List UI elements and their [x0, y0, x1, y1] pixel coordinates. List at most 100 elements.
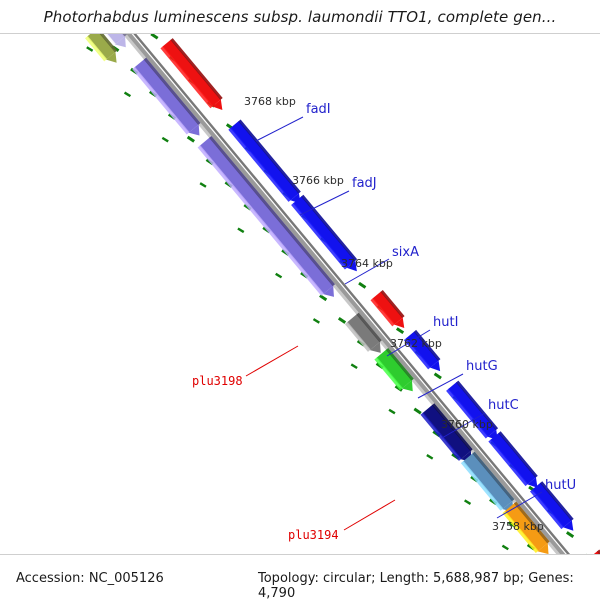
gene-label-fadI[interactable]: fadI — [306, 102, 331, 117]
gene-fadL-purple[interactable] — [132, 57, 201, 136]
gene-highlight — [102, 34, 116, 47]
gene-shadow — [99, 34, 118, 53]
gene-highlight — [488, 439, 529, 487]
gene-shadow — [472, 451, 515, 502]
gene-plu3198-red[interactable] — [370, 289, 405, 329]
sequence-graphic-panel[interactable]: 3768 kbp 3766 kbp 3764 kbp 3762 kbp 3760 kbp… — [0, 34, 600, 554]
gene-label-sixA[interactable]: sixA — [392, 245, 419, 260]
gene-body[interactable] — [462, 453, 513, 510]
gene-fadJ-segment2[interactable] — [291, 194, 358, 272]
footer-divider — [0, 554, 600, 555]
gene-body[interactable] — [448, 382, 497, 437]
gene-arrow-cap[interactable] — [394, 317, 405, 329]
gene-shadow — [209, 136, 336, 287]
gene-sixA[interactable] — [374, 347, 414, 392]
label-leader-line — [344, 258, 390, 285]
gene-arrow-cap[interactable] — [188, 124, 200, 136]
unlabeled-gene-lavender[interactable] — [91, 34, 127, 48]
gene-highlight — [374, 357, 403, 391]
gene-body[interactable] — [376, 349, 412, 389]
gene-plu3194[interactable] — [587, 549, 600, 554]
viewer-header: Photorhabdus luminescens subsp. laumondi… — [0, 0, 600, 34]
gene-body[interactable] — [134, 59, 199, 133]
gene-body[interactable] — [162, 39, 221, 107]
trna-tick — [161, 136, 169, 143]
gene-arrow-cap[interactable] — [401, 380, 413, 392]
gene-body[interactable] — [230, 121, 299, 201]
trna-tick — [186, 135, 195, 143]
unlabeled-gene-olive[interactable] — [85, 34, 118, 63]
accession-text: Accession: NC_005126 — [16, 571, 164, 586]
label-leader-layer — [245, 116, 543, 531]
gene-highlight — [132, 66, 190, 135]
gene-label-hutU[interactable]: hutU — [545, 478, 577, 493]
gene-sixA-neighbor[interactable] — [403, 329, 441, 372]
gene-arrow-cap[interactable] — [212, 99, 223, 110]
gene-highlight — [529, 489, 565, 530]
page-title: Photorhabdus luminescens subsp. laumondi… — [43, 8, 557, 26]
gene-label-hutC[interactable]: hutC — [488, 398, 519, 413]
gene-body[interactable] — [422, 404, 471, 460]
locus-label-plu3194[interactable]: plu3194 — [288, 528, 339, 542]
gene-highlight — [228, 127, 292, 202]
gene-body[interactable] — [531, 482, 572, 528]
gene-arrow-cap[interactable] — [346, 260, 357, 272]
label-leader-line — [441, 412, 486, 439]
gene-highlight — [502, 510, 539, 554]
gene-shadow — [122, 34, 127, 37]
gene-label-hutG[interactable]: hutG — [466, 359, 498, 374]
gene-fadJ[interactable] — [228, 119, 301, 204]
gene-arrow-cap[interactable] — [106, 51, 117, 63]
locus-label-plu3198[interactable]: plu3198 — [192, 374, 243, 388]
gene-arrow-cap[interactable] — [527, 477, 538, 488]
label-leader-line — [245, 345, 299, 377]
gene-arrow-cap[interactable] — [537, 543, 549, 554]
gene-label-hutI[interactable]: hutI — [433, 315, 459, 330]
gene-body[interactable] — [346, 314, 380, 351]
gene-hutI[interactable] — [420, 403, 473, 462]
trna-tick — [275, 272, 283, 279]
gene-body[interactable] — [293, 196, 356, 268]
label-leader-line — [255, 116, 304, 142]
gene-hutC-inner[interactable] — [529, 481, 574, 531]
gene-plu3198-gray[interactable] — [344, 312, 382, 353]
trna-tick — [312, 318, 320, 324]
gene-body[interactable] — [490, 432, 536, 485]
gene-body[interactable] — [93, 34, 126, 45]
gene-arrow-cap[interactable] — [115, 36, 126, 48]
gene-shadow — [170, 38, 223, 100]
gene-highlight — [85, 35, 108, 62]
viewer-footer: Accession: NC_005126 Topology: circular;… — [0, 555, 600, 601]
gene-body[interactable] — [589, 551, 600, 554]
gene-hutG[interactable] — [460, 451, 515, 512]
header-divider — [0, 33, 600, 34]
gene-shadow — [596, 549, 600, 554]
gene-arrow-cap[interactable] — [323, 285, 334, 297]
genome-backbone — [126, 34, 566, 554]
gene-fadL-red[interactable] — [160, 38, 223, 110]
gene-body[interactable] — [87, 34, 116, 60]
trna-tick — [199, 182, 207, 188]
coordinate-label-c3762: 3762 kbp — [390, 337, 442, 350]
trna-tick — [433, 372, 442, 380]
gene-hutG-inner[interactable] — [488, 431, 538, 488]
coordinate-label-c3758: 3758 kbp — [492, 520, 544, 533]
trna-tick — [388, 408, 396, 415]
gene-body[interactable] — [504, 503, 548, 552]
gene-arrow-cap[interactable] — [563, 520, 574, 531]
trna-tick — [337, 316, 347, 324]
gene-hutI-inner[interactable] — [446, 380, 499, 441]
genome-arc-svg[interactable] — [0, 34, 600, 554]
gene-fadI[interactable] — [197, 136, 336, 297]
gene-hutC[interactable] — [502, 501, 550, 554]
coordinate-label-c3766: 3766 kbp — [292, 174, 344, 187]
gene-arrow-cap[interactable] — [430, 360, 441, 372]
gene-arrow-cap[interactable] — [369, 341, 381, 353]
label-leader-line — [417, 373, 464, 399]
gene-body[interactable] — [405, 331, 439, 368]
gene-feature-layer — [85, 34, 600, 554]
gene-body[interactable] — [372, 291, 403, 325]
gene-shadow — [380, 289, 405, 319]
gene-label-fadJ[interactable]: fadJ — [352, 176, 377, 191]
gene-body[interactable] — [199, 137, 334, 295]
